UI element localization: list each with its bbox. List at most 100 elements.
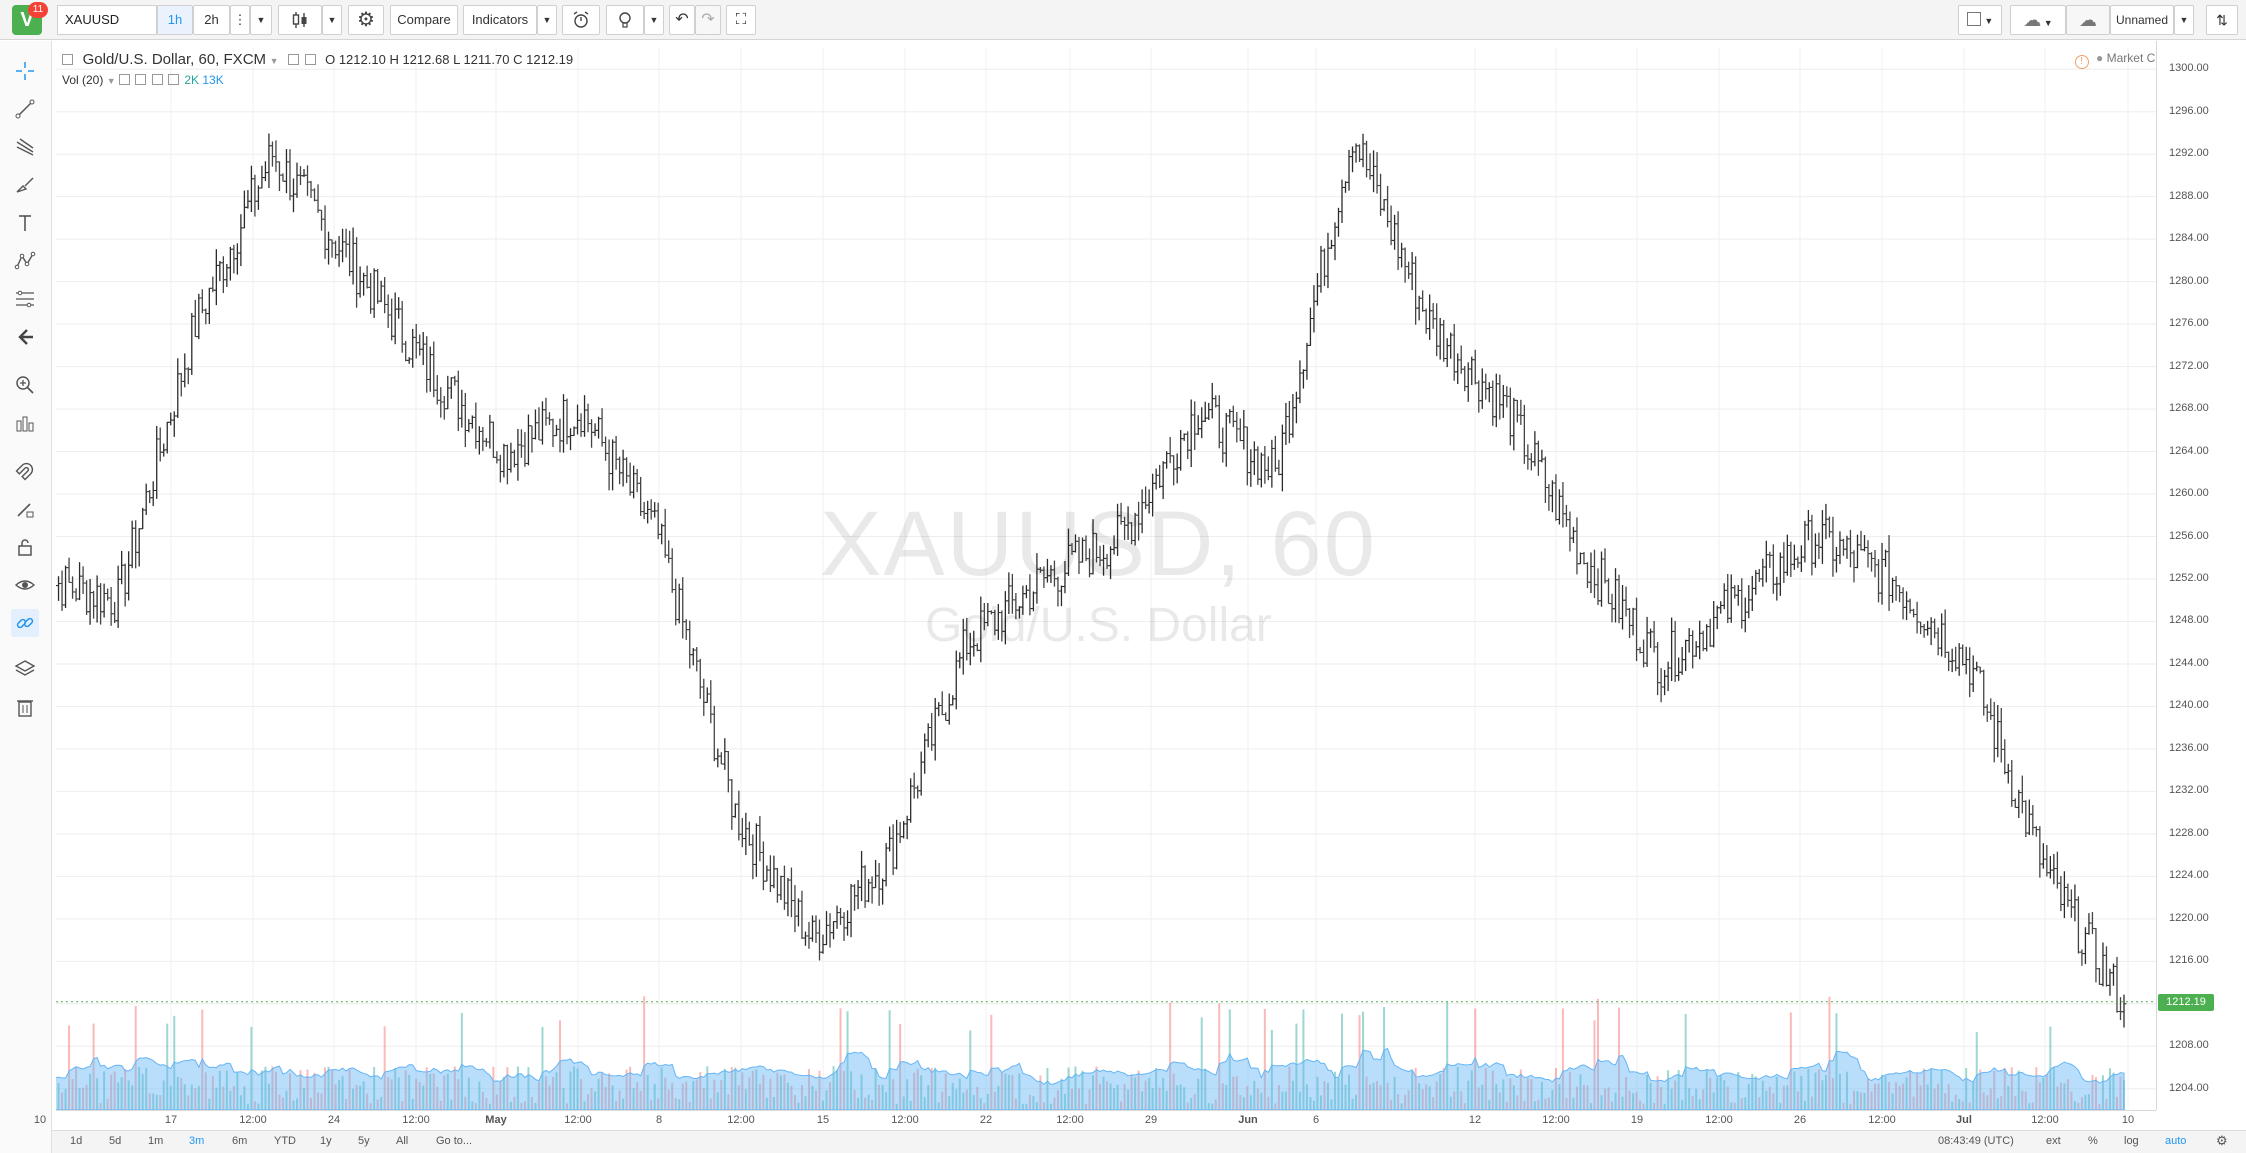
time-tick-label: 12:00	[2031, 1114, 2059, 1126]
pattern-icon[interactable]	[11, 247, 39, 275]
auto-scale-toggle[interactable]: auto	[2165, 1135, 2187, 1147]
text-icon[interactable]	[11, 209, 39, 237]
trash-icon[interactable]	[11, 693, 39, 721]
range-5d-button[interactable]: 5d	[109, 1135, 122, 1147]
eye-icon[interactable]	[11, 571, 39, 599]
volume-bar	[436, 1086, 439, 1110]
range-1d-button[interactable]: 1d	[70, 1135, 83, 1147]
zoom-icon[interactable]	[11, 371, 39, 399]
time-tick-label: 12:00	[239, 1114, 267, 1126]
volume-remove-icon[interactable]	[151, 74, 163, 85]
time-tick-label: 12:00	[1542, 1114, 1570, 1126]
price-tick-label: 1228.00	[2169, 826, 2209, 839]
interval-2h-button[interactable]: 2h	[193, 5, 230, 35]
collapse-legend-icon[interactable]	[62, 54, 73, 65]
back-arrow-icon[interactable]	[11, 323, 39, 351]
volume-bar	[2098, 1103, 2101, 1110]
pitchfork-icon[interactable]	[11, 133, 39, 161]
layout-select-button[interactable]: ▼	[1958, 5, 2002, 35]
price-tick-label: 1236.00	[2169, 741, 2209, 754]
volume-visibility-icon[interactable]	[135, 74, 147, 85]
trend-line-icon[interactable]	[11, 95, 39, 123]
volume-bar	[2017, 1070, 2020, 1110]
magnet-icon[interactable]	[11, 457, 39, 485]
fib-icon[interactable]	[11, 285, 39, 313]
extended-hours-toggle[interactable]: ext	[2046, 1135, 2061, 1147]
range-6m-button[interactable]: 6m	[232, 1135, 248, 1147]
indicators-button[interactable]: Indicators	[463, 5, 537, 35]
chart-style-dropdown-icon[interactable]: ▼	[322, 5, 342, 35]
range-3m-button[interactable]: 3m	[189, 1135, 205, 1147]
volume-bar	[257, 1103, 260, 1110]
percent-scale-toggle[interactable]: %	[2088, 1135, 2098, 1147]
volume-menu-icon[interactable]: ▼	[106, 76, 116, 86]
pencil-lock-icon[interactable]	[11, 495, 39, 523]
volume-bar	[1596, 998, 1599, 1110]
volume-bar	[1137, 1070, 1140, 1110]
chart-style-button[interactable]	[278, 5, 322, 35]
save-layout-button[interactable]: ☁	[2066, 5, 2110, 35]
settings-button[interactable]: ⚙	[348, 5, 384, 35]
time-tick-label: 10	[33, 1114, 47, 1126]
sort-arrows-icon[interactable]: ⇅	[2206, 5, 2238, 35]
volume-bar	[89, 1073, 92, 1110]
ideas-button[interactable]	[606, 5, 644, 35]
range-ytd-button[interactable]: YTD	[274, 1135, 296, 1147]
series-visibility-icon[interactable]	[304, 54, 316, 65]
series-menu-icon[interactable]: ▼	[269, 56, 279, 66]
volume-bar	[418, 1082, 421, 1110]
notification-badge: 11	[28, 2, 48, 18]
interval-1h-button[interactable]: 1h	[157, 5, 193, 35]
interval-dropdown-icon[interactable]: ▼	[250, 5, 272, 35]
range-all-button[interactable]: All	[396, 1135, 409, 1147]
price-tick-label: 1268.00	[2169, 402, 2209, 415]
volume-settings-icon[interactable]	[118, 74, 130, 85]
volume-bar	[1358, 1015, 1361, 1110]
compare-button[interactable]: Compare	[390, 5, 458, 35]
brush-icon[interactable]	[11, 171, 39, 199]
volume-bar	[692, 1080, 695, 1110]
lock-icon[interactable]	[11, 533, 39, 561]
volume-more-icon[interactable]	[168, 74, 179, 85]
layers-icon[interactable]	[11, 655, 39, 683]
goto-button[interactable]: Go to...	[436, 1135, 473, 1147]
volume-bar	[397, 1077, 400, 1110]
chart-pane[interactable]	[56, 48, 2156, 1110]
time-tick-label: 12:00	[1705, 1114, 1733, 1126]
volume-bar	[1565, 1097, 1568, 1110]
load-layout-button[interactable]: ☁ ▼	[2010, 5, 2066, 35]
watermark-symbol: XAUUSD, 60	[820, 493, 1377, 595]
price-axis[interactable]: 1300.00 1296.00 1292.00 1288.00 1284.00 1280.…	[2156, 41, 2246, 1110]
undo-icon[interactable]: ↶	[669, 5, 695, 35]
volume-bar	[1484, 1068, 1487, 1110]
range-1m-button[interactable]: 1m	[148, 1135, 164, 1147]
crosshair-icon[interactable]	[11, 57, 39, 85]
chart-settings-gear-icon[interactable]: ⚙	[2216, 1133, 2228, 1148]
symbol-search-input[interactable]: XAUUSD	[57, 5, 157, 35]
volume-bar	[1712, 1092, 1715, 1110]
time-tick-label: Jun	[1238, 1114, 1258, 1126]
indicators-dropdown-icon[interactable]: ▼	[537, 5, 557, 35]
link-icon[interactable]	[11, 609, 39, 637]
volume-bar	[1221, 1083, 1224, 1110]
volume-bar	[113, 1071, 116, 1110]
layout-dropdown-icon[interactable]: ▼	[2174, 5, 2194, 35]
ideas-dropdown-icon[interactable]: ▼	[644, 5, 664, 35]
volume-bar	[1881, 1074, 1884, 1110]
range-5y-button[interactable]: 5y	[358, 1135, 370, 1147]
volume-bar	[481, 1091, 484, 1110]
measure-icon[interactable]	[11, 409, 39, 437]
volume-bar	[1470, 1070, 1473, 1110]
redo-icon[interactable]: ↷	[695, 5, 721, 35]
volume-bar	[558, 1020, 561, 1110]
time-axis[interactable]: 10 17 12:00 24 12:00 May 12:00 8 12:00 15 12:00 22 1…	[34, 1110, 2156, 1130]
utc-clock[interactable]: 08:43:49 (UTC)	[1938, 1135, 2014, 1147]
volume-bar	[1095, 1066, 1098, 1110]
more-intervals-icon[interactable]: ⋮	[230, 5, 250, 35]
alert-button[interactable]	[562, 5, 600, 35]
series-settings-icon[interactable]	[288, 54, 300, 65]
fullscreen-icon[interactable]: ⛶	[726, 5, 756, 35]
layout-name-button[interactable]: Unnamed	[2110, 5, 2174, 35]
range-1y-button[interactable]: 1y	[320, 1135, 332, 1147]
log-scale-toggle[interactable]: log	[2124, 1135, 2139, 1147]
